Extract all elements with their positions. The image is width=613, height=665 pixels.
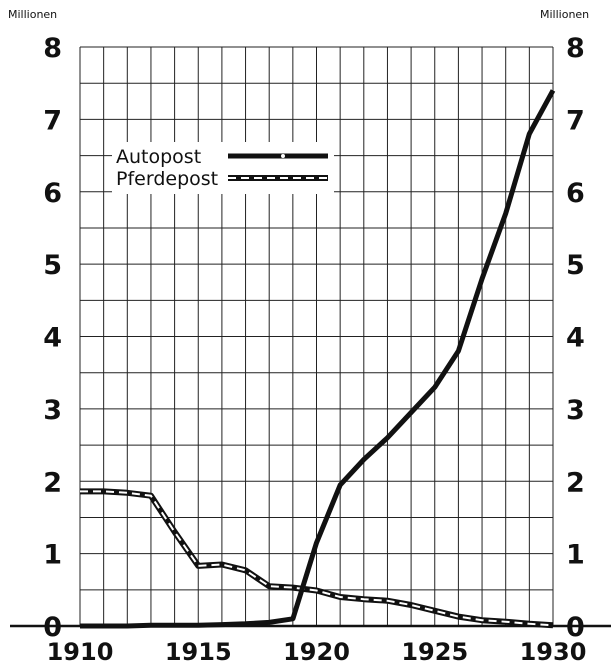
- y-tick-right-label: 6: [566, 178, 585, 209]
- legend: Autopost Pferdepost: [112, 142, 334, 194]
- y-tick-left-label: 5: [43, 250, 62, 281]
- x-axis-ticks: 1910 1915 1920 1925 1930: [47, 638, 587, 665]
- y-axis-right-ticks: 0 1 2 3 4 5 6 7 8: [566, 33, 585, 643]
- series-line-pferdepost-dash: [80, 490, 554, 627]
- y-tick-left-label: 3: [43, 395, 62, 426]
- legend-label-pferdepost: Pferdepost: [116, 168, 218, 190]
- y-tick-left-label: 2: [43, 467, 62, 498]
- y-tick-left-label: 1: [43, 540, 62, 571]
- y-axis-left-ticks: 0 1 2 3 4 5 6 7 8: [43, 33, 62, 643]
- y-tick-right-label: 8: [566, 33, 585, 64]
- y-tick-right-label: 7: [566, 105, 585, 136]
- right-axis-unit-label: Millionen: [540, 8, 589, 21]
- y-tick-right-label: 0: [566, 612, 585, 643]
- y-tick-right-label: 4: [566, 323, 585, 354]
- x-tick-label: 1925: [401, 638, 468, 665]
- x-tick-label: 1920: [283, 638, 350, 665]
- left-axis-unit-label: Millionen: [8, 8, 57, 21]
- x-tick-label: 1910: [47, 638, 114, 665]
- y-tick-left-label: 7: [43, 105, 62, 136]
- legend-background: [112, 142, 334, 194]
- series-lines: [80, 89, 556, 629]
- series-line-autopost: [80, 89, 556, 629]
- legend-swatch-autopost-marker: [281, 154, 285, 158]
- y-tick-left-label: 6: [43, 178, 62, 209]
- y-tick-left-label: 4: [43, 323, 62, 354]
- x-tick-label: 1915: [165, 638, 232, 665]
- y-tick-right-label: 3: [566, 395, 585, 426]
- y-tick-left-label: 8: [43, 33, 62, 64]
- x-tick-label: 1930: [520, 638, 587, 665]
- y-tick-left-label: 0: [43, 612, 62, 643]
- y-tick-right-label: 5: [566, 250, 585, 281]
- y-tick-right-label: 1: [566, 540, 585, 571]
- y-tick-right-label: 2: [566, 467, 585, 498]
- legend-label-autopost: Autopost: [116, 146, 201, 168]
